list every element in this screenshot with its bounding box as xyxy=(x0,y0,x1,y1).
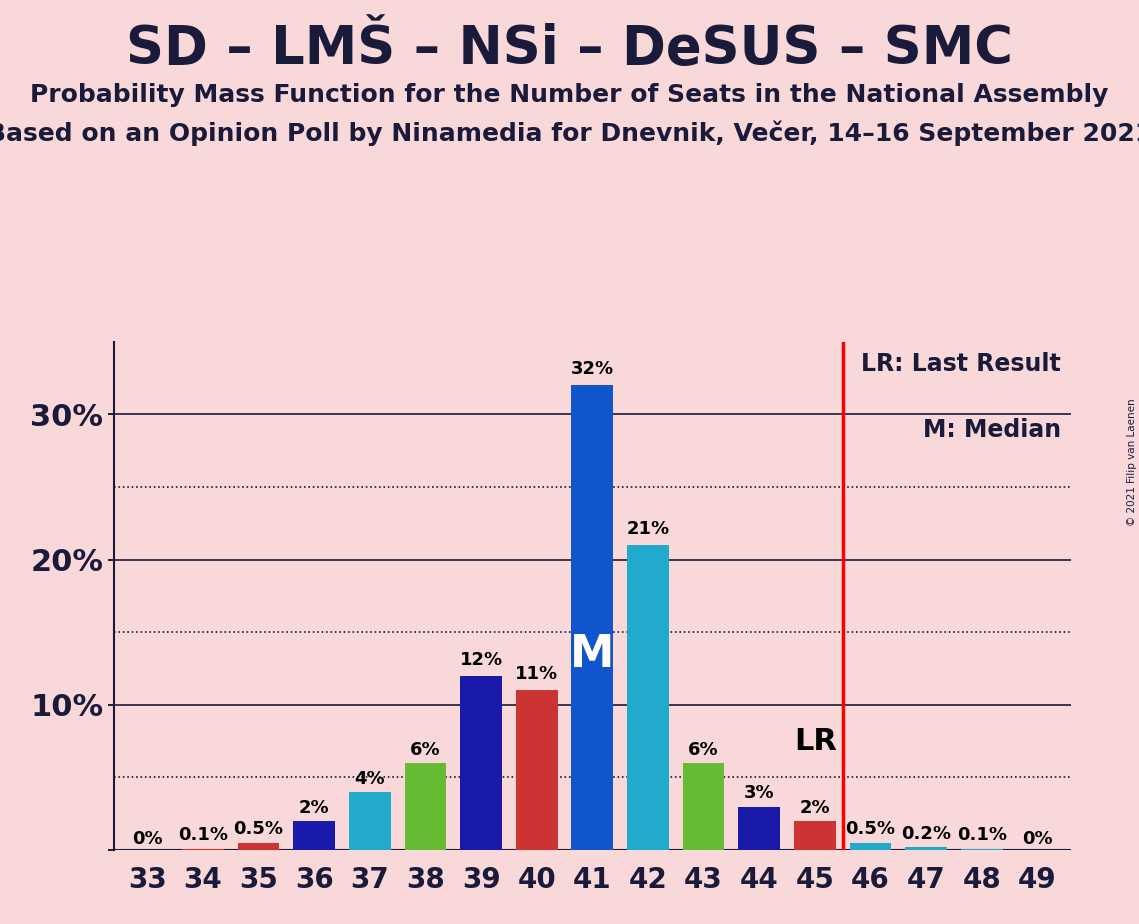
Text: 2%: 2% xyxy=(298,798,329,817)
Bar xyxy=(738,807,780,850)
Bar xyxy=(572,385,613,850)
Text: M: Median: M: Median xyxy=(923,418,1062,442)
Text: LR: Last Result: LR: Last Result xyxy=(861,352,1062,376)
Text: SD – LMŠ – NSi – DeSUS – SMC: SD – LMŠ – NSi – DeSUS – SMC xyxy=(126,23,1013,75)
Text: M: M xyxy=(571,634,614,676)
Bar xyxy=(238,843,279,850)
Bar xyxy=(850,843,892,850)
Text: © 2021 Filip van Laenen: © 2021 Filip van Laenen xyxy=(1126,398,1137,526)
Text: 4%: 4% xyxy=(354,770,385,787)
Text: 12%: 12% xyxy=(459,650,502,669)
Text: 2%: 2% xyxy=(800,798,830,817)
Bar xyxy=(404,763,446,850)
Bar xyxy=(516,690,557,850)
Text: 0.5%: 0.5% xyxy=(845,821,895,838)
Text: 11%: 11% xyxy=(515,665,558,683)
Text: Probability Mass Function for the Number of Seats in the National Assembly: Probability Mass Function for the Number… xyxy=(31,83,1108,107)
Text: 0%: 0% xyxy=(1022,830,1052,848)
Text: Based on an Opinion Poll by Ninamedia for Dnevnik, Večer, 14–16 September 2021: Based on an Opinion Poll by Ninamedia fo… xyxy=(0,120,1139,146)
Bar xyxy=(961,848,1002,850)
Text: 32%: 32% xyxy=(571,360,614,378)
Text: 0.2%: 0.2% xyxy=(901,825,951,843)
Bar xyxy=(349,792,391,850)
Text: 6%: 6% xyxy=(410,741,441,759)
Text: 21%: 21% xyxy=(626,520,670,538)
Text: 0%: 0% xyxy=(132,830,163,848)
Text: 6%: 6% xyxy=(688,741,719,759)
Bar xyxy=(628,545,669,850)
Bar xyxy=(460,675,502,850)
Bar xyxy=(294,821,335,850)
Text: 3%: 3% xyxy=(744,784,775,802)
Text: LR: LR xyxy=(794,726,837,756)
Bar xyxy=(682,763,724,850)
Bar xyxy=(182,848,223,850)
Bar xyxy=(794,821,836,850)
Text: 0.5%: 0.5% xyxy=(233,821,284,838)
Text: 0.1%: 0.1% xyxy=(178,826,228,845)
Text: 0.1%: 0.1% xyxy=(957,826,1007,845)
Bar xyxy=(906,847,947,850)
